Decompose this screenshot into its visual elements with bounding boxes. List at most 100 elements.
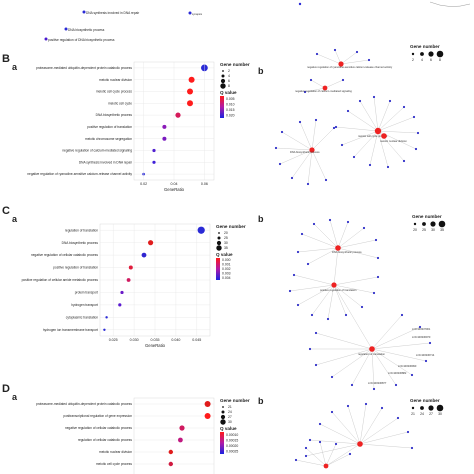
- panel-b-net-edge: [311, 119, 317, 151]
- panel-b-dot-term-label: positive regulation of translation: [87, 125, 132, 129]
- panel-b-net-gene-node: [315, 52, 319, 56]
- panel-b-dot-sublabel: a: [12, 62, 18, 72]
- panel-c-net-edges: [289, 219, 431, 390]
- panel-c-dot-dot: [126, 278, 131, 282]
- panel-b-net-gene-node: [341, 78, 345, 82]
- panel-d-dot-sublabel: a: [12, 392, 18, 402]
- panel-c-net-edge: [297, 247, 339, 253]
- panel-b-net-edge: [340, 51, 358, 65]
- panel-c-dot-xtick: 0.045: [192, 338, 201, 342]
- panel-b-dot-term-label: meiotic nuclear division: [99, 78, 132, 82]
- panel-b-net-gene-node: [333, 48, 337, 52]
- panel-c-net-term-node-label: regulation of translation: [358, 352, 386, 356]
- panel-b-dot-color-legend-value: 0.020: [226, 113, 235, 117]
- panel-c-net-edge: [371, 326, 421, 350]
- panel-b-dot-size-legend-value: 6: [228, 79, 230, 83]
- panel-b-net-edge: [324, 79, 344, 89]
- panel-b-net-term-node: [322, 85, 328, 91]
- panel-d-dot-dot: [204, 401, 211, 407]
- panel-c-net-legend-value: 20: [413, 228, 417, 232]
- panel-b-net-term-node-label: meiotic cell cycle process: [358, 134, 388, 138]
- panel-c-net-edge: [315, 348, 373, 366]
- panel-d-dot-color-legend-value: 0.00020: [226, 444, 238, 448]
- panel-d-net-edge: [347, 405, 361, 445]
- panel-c-dotplot: regulation of translation DNA biosyntheti…: [22, 223, 246, 348]
- panel-b-network: negative regulation of ryanodine-sensiti…: [274, 44, 444, 186]
- panel-d-net-gene-node: [318, 440, 322, 444]
- panel-b-dot-size-legend-dot: [221, 74, 225, 78]
- panel-d-net-edge: [305, 447, 327, 467]
- panel-a-net-node-2: [298, 2, 302, 6]
- panel-c-net-gene-node: [292, 273, 296, 277]
- panel-c-net-gene-node: [372, 387, 376, 391]
- panel-c-dot-term-label: protein transport: [75, 291, 98, 295]
- panel-b-dot-dot: [162, 124, 167, 129]
- panel-b-net-legend-title: Gene number: [410, 44, 440, 49]
- panel-d-net-gene-node: [410, 446, 414, 450]
- panel-b-net-legend-value: 2: [412, 58, 414, 62]
- panel-a-net-label: synapsis: [192, 12, 203, 16]
- panel-d-dot-plot-area: [133, 397, 215, 474]
- panel-b-dot-dot: [187, 100, 193, 107]
- panel-a-dot-3: [44, 37, 48, 41]
- panel-d-dot-size-legend-value: 24: [228, 410, 232, 414]
- panel-c-net-edge: [289, 284, 335, 292]
- panel-c-net-edge: [327, 284, 335, 320]
- panel-c-net-gene-node: [360, 305, 364, 309]
- panel-c-dot-dot: [105, 316, 108, 319]
- panel-d-net-gene-node: [294, 458, 298, 462]
- panel-b-dot-dot: [188, 76, 195, 83]
- panel-d-net-edge: [295, 459, 327, 467]
- panel-d-dot-term-label: posttranscriptional regulation of gene e…: [63, 414, 132, 418]
- panel-b-net-gene-node: [414, 147, 418, 151]
- panel-c-dot-color-legend-title: Q value: [216, 252, 233, 257]
- panel-b-net-edges: [275, 49, 419, 185]
- panel-b-net-sublabel: b: [258, 66, 264, 76]
- panel-b-net-term-node: [338, 61, 344, 67]
- panel-d-net-edge: [359, 417, 399, 445]
- panel-b-net-edge: [377, 130, 419, 134]
- panel-b-net-gene-node: [303, 90, 307, 94]
- panel-b-dot-term-label: meiotic cell cycle: [108, 101, 132, 105]
- panel-b-net-legend-dot: [411, 52, 415, 56]
- panel-c-net-edge: [293, 274, 335, 286]
- panel-c-net-gene-node: [308, 347, 312, 351]
- panel-c-net-edge: [333, 276, 379, 286]
- panel-c-net-edge: [337, 227, 365, 249]
- panel-b-dot-color-legend-value: 0.005: [226, 97, 235, 101]
- panel-c-net-gene-label: LOC100336990: [398, 364, 417, 368]
- panel-b-net-legend-value: 6: [430, 58, 432, 62]
- panel-c-net-gene-node: [330, 375, 334, 379]
- panel-b-dot-xtick: 0.02: [140, 182, 147, 186]
- panel-a-term-3: positive regulation of DNA biosynthetic …: [48, 38, 115, 42]
- panel-c-net-gene-label: LOC100336714: [416, 353, 435, 357]
- panel-c-net-edge: [371, 348, 375, 390]
- panel-c-dot-size-legend-title: Gene number: [216, 224, 246, 229]
- panel-b-net-edge: [340, 59, 370, 65]
- panel-d-net-gene-node: [304, 446, 308, 450]
- panel-b-net-gene-node: [306, 182, 310, 186]
- panel-c-dot-size-legend-value: 30: [224, 241, 228, 245]
- panel-a-net-node: [188, 11, 192, 15]
- panel-c-net-edge: [301, 233, 339, 249]
- panel-d-net-gene-node: [380, 406, 384, 410]
- panel-b-net-term-node-label: meiotic nuclear division: [380, 139, 407, 143]
- panel-d-dot-size-legend-value: 21: [228, 405, 232, 409]
- panel-b-net-gene-node: [309, 78, 313, 82]
- panel-c-net-gene-node: [328, 218, 332, 222]
- panel-b-net-term-node: [381, 133, 387, 139]
- panel-c-net-edge: [371, 314, 403, 350]
- panel-c-dot-term-label: regulation of translation: [65, 228, 98, 232]
- panel-b-net-gene-node: [314, 118, 318, 122]
- panel-b-net-edge: [377, 100, 391, 132]
- panel-d-net-edge: [319, 423, 361, 445]
- panel-d-net-edge: [309, 439, 361, 445]
- panel-b-net-term-node: [309, 147, 315, 153]
- panel-d-net-edge: [359, 443, 413, 449]
- panel-d-dot-color-bar: [220, 432, 224, 454]
- panel-c-net-gene-label: LOC100336882: [388, 371, 407, 375]
- panel-c-net-edge: [371, 348, 427, 362]
- panel-b-dot-term-label: meiotic cell cycle process: [96, 90, 132, 94]
- panel-d-net-edge: [319, 441, 327, 467]
- panel-b-net-edge: [279, 149, 313, 165]
